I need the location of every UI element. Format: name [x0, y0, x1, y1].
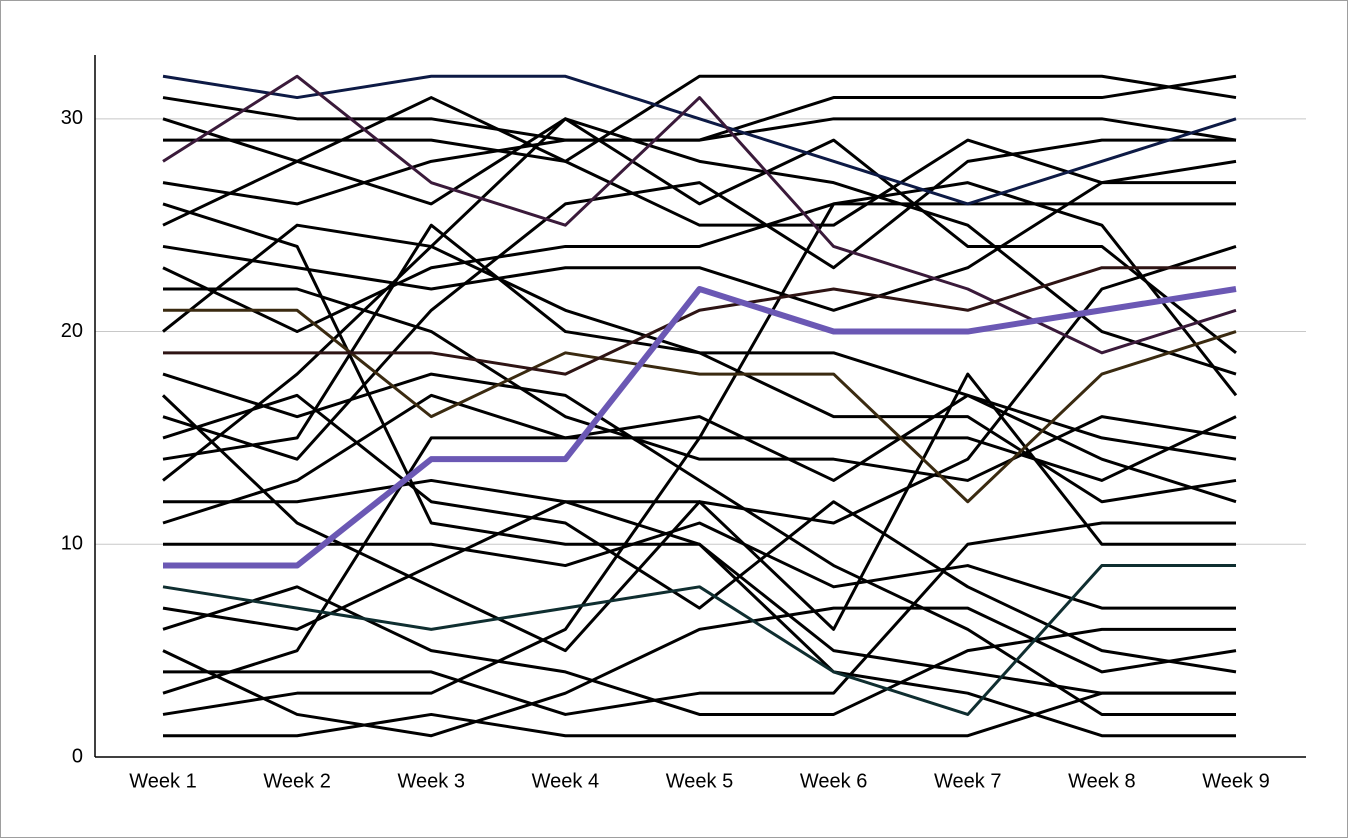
series-line [163, 308, 1237, 504]
series-line [163, 691, 1236, 738]
series-line [162, 393, 1237, 674]
series-line [163, 245, 1237, 525]
x-tick-label: Week 9 [1202, 770, 1269, 792]
series-line [162, 138, 1236, 461]
y-tick-label: 0 [72, 745, 83, 767]
y-tick-label: 30 [61, 107, 83, 129]
series-line [162, 564, 1236, 716]
x-tick-label: Week 7 [934, 770, 1001, 792]
series-line [162, 74, 1237, 206]
series-line [162, 606, 1237, 738]
series-line [163, 286, 1237, 569]
series-line [162, 96, 1236, 227]
series-line [162, 585, 1236, 716]
series-line [162, 202, 1236, 716]
x-tick-label: Week 5 [666, 770, 733, 792]
series-line [162, 393, 1237, 525]
x-tick-label: Week 1 [129, 770, 196, 792]
series-line [162, 74, 1237, 355]
x-tick-label: Week 2 [263, 770, 330, 792]
x-tick-label: Week 8 [1068, 770, 1135, 792]
y-tick-label: 10 [61, 533, 83, 555]
series-line [162, 223, 1237, 504]
y-tick-label: 20 [61, 320, 83, 342]
series-line [162, 117, 1237, 354]
series-line [162, 117, 1237, 482]
series-line [162, 181, 1238, 397]
series-line [163, 266, 1236, 376]
series-line [163, 521, 1236, 610]
x-tick-label: Week 6 [800, 770, 867, 792]
series-line [162, 117, 1237, 206]
x-tick-label: Week 4 [532, 770, 599, 792]
x-tick-label: Week 3 [398, 770, 465, 792]
series-line [163, 521, 1236, 716]
